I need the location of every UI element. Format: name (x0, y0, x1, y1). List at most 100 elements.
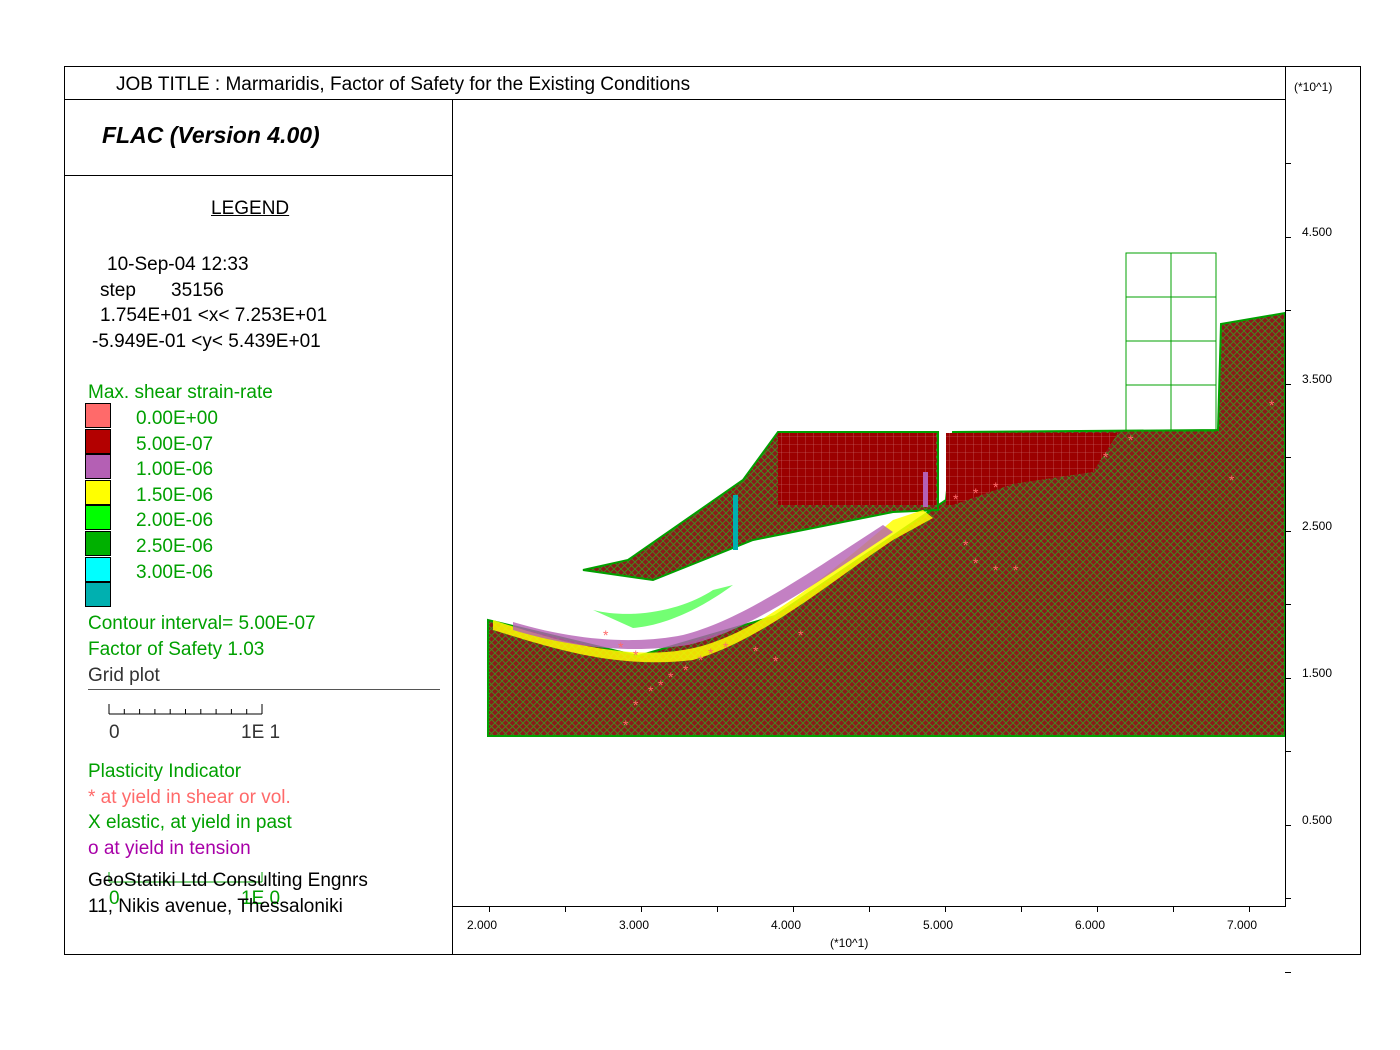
x-tick-label: 3.000 (619, 918, 650, 932)
slope-model-plot: ** ** * * ** * * ***** * ** * ******* (487, 252, 1285, 737)
x-range: 1.754E+01 <x< 7.253E+01 (100, 305, 328, 326)
legend-divider (452, 99, 453, 955)
yield-marker: * (1128, 432, 1134, 448)
contour-label: 0.00E+00 (136, 408, 218, 429)
yield-marker: * (1103, 449, 1109, 465)
yield-marker: * (1229, 472, 1235, 488)
yield-marker: * (633, 697, 639, 713)
figure-frame (64, 66, 1361, 955)
contour-swatch (85, 505, 111, 531)
yield-marker: * (648, 683, 654, 699)
contour-swatch (85, 479, 111, 505)
yield-marker: * (723, 639, 729, 655)
version-divider (64, 175, 452, 176)
x-tick-label: 2.000 (467, 918, 498, 932)
y-tick-mark (1285, 530, 1291, 532)
factor-of-safety: Factor of Safety 1.03 (88, 639, 265, 660)
legend-heading: LEGEND (211, 198, 290, 219)
program-version: FLAC (Version 4.00) (102, 122, 320, 148)
step-label: step (100, 280, 136, 301)
x-tick-mark (945, 906, 946, 912)
x-multiplier: (*10^1) (830, 936, 869, 950)
plasticity-shear: * at yield in shear or vol. (88, 787, 291, 808)
yield-marker: * (698, 652, 704, 668)
yield-marker: * (963, 537, 969, 553)
title-divider (64, 99, 1286, 100)
y-axis-line (1285, 66, 1286, 907)
secondary-scale-zero: 0 (109, 888, 120, 909)
x-tick-mark (793, 906, 794, 912)
y-tick-label: 3.500 (1302, 372, 1333, 386)
pile-right (923, 472, 928, 507)
contour-swatch (85, 531, 111, 556)
plasticity-elastic: X elastic, at yield in past (88, 812, 292, 833)
y-tick-mark (1285, 824, 1291, 826)
job-title: JOB TITLE : Marmaridis, Factor of Safety… (116, 74, 691, 95)
y-tick-label: 1.500 (1302, 666, 1333, 680)
y-tick-mark (1285, 310, 1291, 311)
yield-marker: * (683, 662, 689, 678)
soil-body (487, 311, 1285, 737)
secondary-scale-end: 1E 0 (241, 888, 281, 909)
embankment-block-left (778, 433, 936, 505)
building-grid (1125, 252, 1217, 432)
yield-marker: * (993, 562, 999, 578)
x-tick-mark (1021, 906, 1022, 912)
y-tick-mark (1285, 383, 1291, 385)
y-tick-mark (1285, 163, 1291, 164)
yield-marker: * (618, 639, 624, 655)
contour-swatch (85, 403, 111, 428)
contour-label: 1.00E-06 (136, 459, 214, 481)
grid-plot-rule (88, 689, 440, 690)
contour-label: 3.00E-06 (136, 561, 214, 583)
grid-plot-label: Grid plot (88, 665, 160, 686)
y-multiplier: (*10^1) (1294, 80, 1333, 94)
embankment-block-right (946, 433, 1118, 505)
yield-marker: * (973, 485, 979, 501)
scale-bar (108, 704, 263, 715)
plasticity-title: Plasticity Indicator (88, 761, 242, 782)
pile-left (733, 495, 738, 550)
x-tick-mark (1173, 906, 1174, 912)
yield-marker: * (1269, 397, 1275, 413)
scale-zero: 0 (109, 722, 120, 743)
y-tick-mark (1285, 604, 1291, 605)
contour-label: 1.50E-06 (136, 484, 214, 506)
x-tick-label: 5.000 (923, 918, 954, 932)
contour-interval: Contour interval= 5.00E-07 (88, 613, 316, 634)
yield-marker: * (993, 479, 999, 495)
yield-marker: * (753, 643, 759, 659)
x-tick-mark (1097, 906, 1098, 912)
y-tick-label: 2.500 (1302, 519, 1333, 533)
company-name: GeoStatiki Ltd Consulting Engnrs (88, 870, 368, 891)
contour-label: 2.00E-06 (136, 510, 214, 532)
slip-band-core (593, 585, 733, 628)
contour-swatch (85, 454, 111, 480)
plasticity-tension: o at yield in tension (88, 838, 251, 859)
contour-swatch (85, 582, 111, 608)
yield-marker: * (773, 653, 779, 669)
x-tick-mark (641, 906, 642, 912)
contour-swatch (85, 428, 111, 454)
secondary-scale-bar (108, 872, 263, 883)
y-tick-mark (1285, 677, 1291, 679)
yield-marker: * (603, 627, 609, 643)
scale-end: 1E 1 (241, 722, 281, 743)
y-tick-mark (1285, 236, 1291, 238)
x-tick-mark (869, 906, 870, 912)
y-range: -5.949E-01 <y< 5.439E+01 (92, 331, 321, 352)
y-tick-mark (1285, 457, 1291, 458)
yield-marker: * (668, 669, 674, 685)
yield-marker: * (633, 647, 639, 663)
company-address: 11, Nikis avenue, Thessaloniki (88, 896, 343, 917)
x-tick-label: 7.000 (1227, 918, 1258, 932)
step-value: 35156 (171, 280, 224, 301)
yield-marker: * (798, 627, 804, 643)
yield-marker: * (623, 717, 629, 733)
yield-marker: * (658, 677, 664, 693)
yield-marker: * (708, 645, 714, 661)
x-tick-mark (717, 906, 718, 912)
x-tick-mark (1249, 906, 1250, 912)
y-tick-mark (1285, 898, 1291, 899)
contour-swatch (85, 556, 111, 582)
